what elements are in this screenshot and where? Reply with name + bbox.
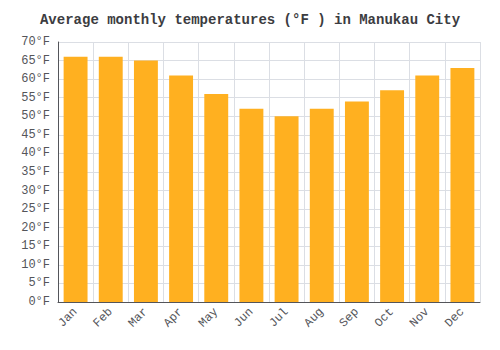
svg-text:0°F: 0°F	[28, 295, 50, 309]
svg-text:May: May	[196, 305, 221, 330]
svg-text:20°F: 20°F	[21, 221, 50, 235]
svg-text:15°F: 15°F	[21, 239, 50, 253]
svg-text:60°F: 60°F	[21, 72, 50, 86]
svg-text:Average monthly temperatures (: Average monthly temperatures (°F ) in Ma…	[40, 12, 461, 28]
svg-text:Mar: Mar	[126, 305, 151, 330]
svg-text:Dec: Dec	[442, 305, 467, 330]
svg-text:Apr: Apr	[161, 305, 186, 330]
svg-text:Jan: Jan	[55, 305, 80, 330]
svg-text:Nov: Nov	[407, 305, 432, 330]
svg-text:10°F: 10°F	[21, 258, 50, 272]
svg-text:45°F: 45°F	[21, 128, 50, 142]
svg-text:Feb: Feb	[91, 305, 116, 330]
svg-text:Oct: Oct	[372, 305, 397, 330]
svg-text:Jul: Jul	[266, 305, 291, 330]
svg-text:5°F: 5°F	[28, 276, 50, 290]
svg-text:55°F: 55°F	[21, 91, 50, 105]
svg-text:70°F: 70°F	[21, 35, 50, 49]
svg-text:40°F: 40°F	[21, 146, 50, 160]
svg-text:25°F: 25°F	[21, 202, 50, 216]
svg-text:50°F: 50°F	[21, 109, 50, 123]
svg-text:65°F: 65°F	[21, 54, 50, 68]
svg-text:Aug: Aug	[302, 305, 327, 330]
svg-text:Sep: Sep	[337, 305, 362, 330]
svg-text:35°F: 35°F	[21, 165, 50, 179]
svg-text:30°F: 30°F	[21, 184, 50, 198]
svg-text:Jun: Jun	[231, 305, 256, 330]
